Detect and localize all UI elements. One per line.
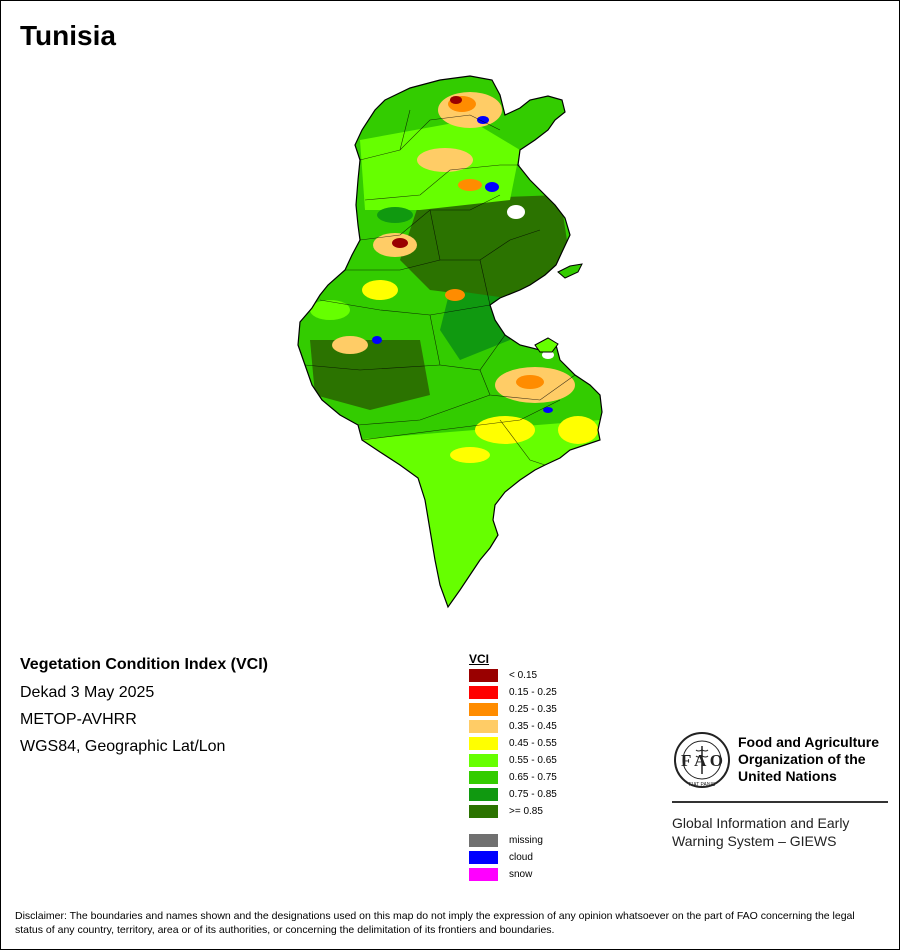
fao-logo-icon: F A O FIAT PANIS [674, 732, 730, 788]
fao-name-line: Food and Agriculture [738, 734, 880, 750]
kerkennah-island [557, 263, 583, 279]
map-period: Dekad 3 May 2025 [20, 684, 155, 701]
vci-patch [450, 96, 462, 104]
legend-item: 0.65 - 0.75 [469, 771, 557, 788]
legend-item: cloud [469, 851, 533, 868]
vci-map [297, 75, 603, 609]
admin-boundary [319, 299, 491, 316]
map-product-heading: Vegetation Condition Index (VCI) [20, 656, 268, 673]
legend-label: 0.75 - 0.85 [509, 789, 557, 800]
vci-patch [516, 375, 544, 389]
legend-special: missing cloud snow [469, 834, 543, 885]
disclaimer: Disclaimer: The boundaries and names sho… [15, 910, 855, 936]
legend-title: VCI [469, 652, 490, 666]
admin-boundary [304, 364, 441, 371]
legend-label: 0.55 - 0.65 [509, 755, 557, 766]
admin-boundary [359, 114, 501, 161]
legend-label: 0.65 - 0.75 [509, 772, 557, 783]
legend-classes: < 0.15 0.15 - 0.25 0.25 - 0.35 0.35 - 0.… [469, 669, 557, 822]
legend-item: missing [469, 834, 543, 851]
legend-swatch [469, 754, 498, 767]
admin-boundary [364, 164, 520, 201]
vci-cloud [485, 182, 499, 192]
legend-swatch [469, 771, 498, 784]
giews-name: Global Information and Early Warning Sys… [672, 814, 892, 850]
legend-item: 0.75 - 0.85 [469, 788, 557, 805]
vci-legend: VCI < 0.15 0.15 - 0.25 0.25 - 0.35 0.35 … [469, 652, 557, 885]
vci-patch [377, 207, 413, 223]
vci-west-zone [310, 340, 430, 410]
legend-swatch [469, 669, 498, 682]
vci-patch [445, 289, 465, 301]
legend-swatch [469, 805, 498, 818]
admin-boundary [479, 369, 576, 401]
legend-label: missing [509, 835, 543, 846]
vci-patch [417, 148, 473, 172]
fao-divider [672, 801, 888, 803]
admin-boundary [357, 394, 491, 426]
admin-boundary [429, 314, 506, 371]
legend-label: >= 0.85 [509, 806, 543, 817]
fao-name-line: Organization of the [738, 751, 866, 767]
djerba-island [534, 337, 559, 353]
legend-item: 0.35 - 0.45 [469, 720, 557, 737]
legend-label: 0.45 - 0.55 [509, 738, 557, 749]
legend-swatch [469, 851, 498, 864]
legend-spacer [469, 822, 489, 834]
vci-cloud [372, 336, 382, 344]
vci-patch [450, 447, 490, 463]
legend-item: < 0.15 [469, 669, 537, 686]
map-sensor: METOP-AVHRR [20, 711, 137, 728]
fao-logo-motto: FIAT PANIS [689, 782, 716, 788]
vci-patch [310, 300, 350, 320]
vci-lake [542, 351, 554, 359]
legend-item: 0.45 - 0.55 [469, 737, 557, 754]
legend-label: 0.25 - 0.35 [509, 704, 557, 715]
legend-label: snow [509, 869, 533, 880]
legend-swatch [469, 834, 498, 847]
vci-cloud [543, 407, 553, 413]
vci-raster [298, 76, 602, 607]
admin-boundary [499, 419, 546, 466]
vci-patch [558, 416, 598, 444]
fao-name: Food and Agriculture Organization of the… [738, 734, 898, 785]
admin-boundaries [304, 109, 576, 466]
legend-label: 0.15 - 0.25 [509, 687, 557, 698]
map-info: Vegetation Condition Index (VCI) Dekad 3… [20, 656, 268, 765]
legend-swatch [469, 788, 498, 801]
vci-patch [332, 336, 368, 354]
legend-label: < 0.15 [509, 670, 538, 681]
legend-swatch [469, 868, 498, 881]
country-outline [297, 75, 603, 609]
admin-boundary [361, 399, 561, 441]
giews-line: Warning System – GIEWS [672, 833, 837, 849]
legend-item: snow [469, 868, 532, 885]
vci-lake [507, 205, 525, 219]
vci-patch [458, 179, 482, 191]
vci-cloud [477, 116, 489, 124]
legend-item: >= 0.85 [469, 805, 543, 822]
giews-line: Global Information and Early [672, 815, 850, 831]
legend-label: cloud [509, 852, 533, 863]
legend-swatch [469, 686, 498, 699]
admin-boundary [345, 259, 441, 271]
legend-swatch [469, 737, 498, 750]
admin-boundary [479, 259, 491, 306]
legend-item: 0.25 - 0.35 [469, 703, 557, 720]
fao-name-line: United Nations [738, 768, 837, 784]
legend-label: 0.35 - 0.45 [509, 721, 557, 732]
vci-patch [392, 238, 408, 248]
legend-item: 0.55 - 0.65 [469, 754, 557, 771]
legend-swatch [469, 703, 498, 716]
map-title: Tunisia [20, 20, 116, 51]
vci-central-zone [400, 195, 570, 300]
vci-patch [475, 416, 535, 444]
legend-item: 0.15 - 0.25 [469, 686, 557, 703]
legend-swatch [469, 720, 498, 733]
vci-patch [362, 280, 398, 300]
admin-boundary [399, 109, 411, 151]
map-projection: WGS84, Geographic Lat/Lon [20, 738, 226, 755]
